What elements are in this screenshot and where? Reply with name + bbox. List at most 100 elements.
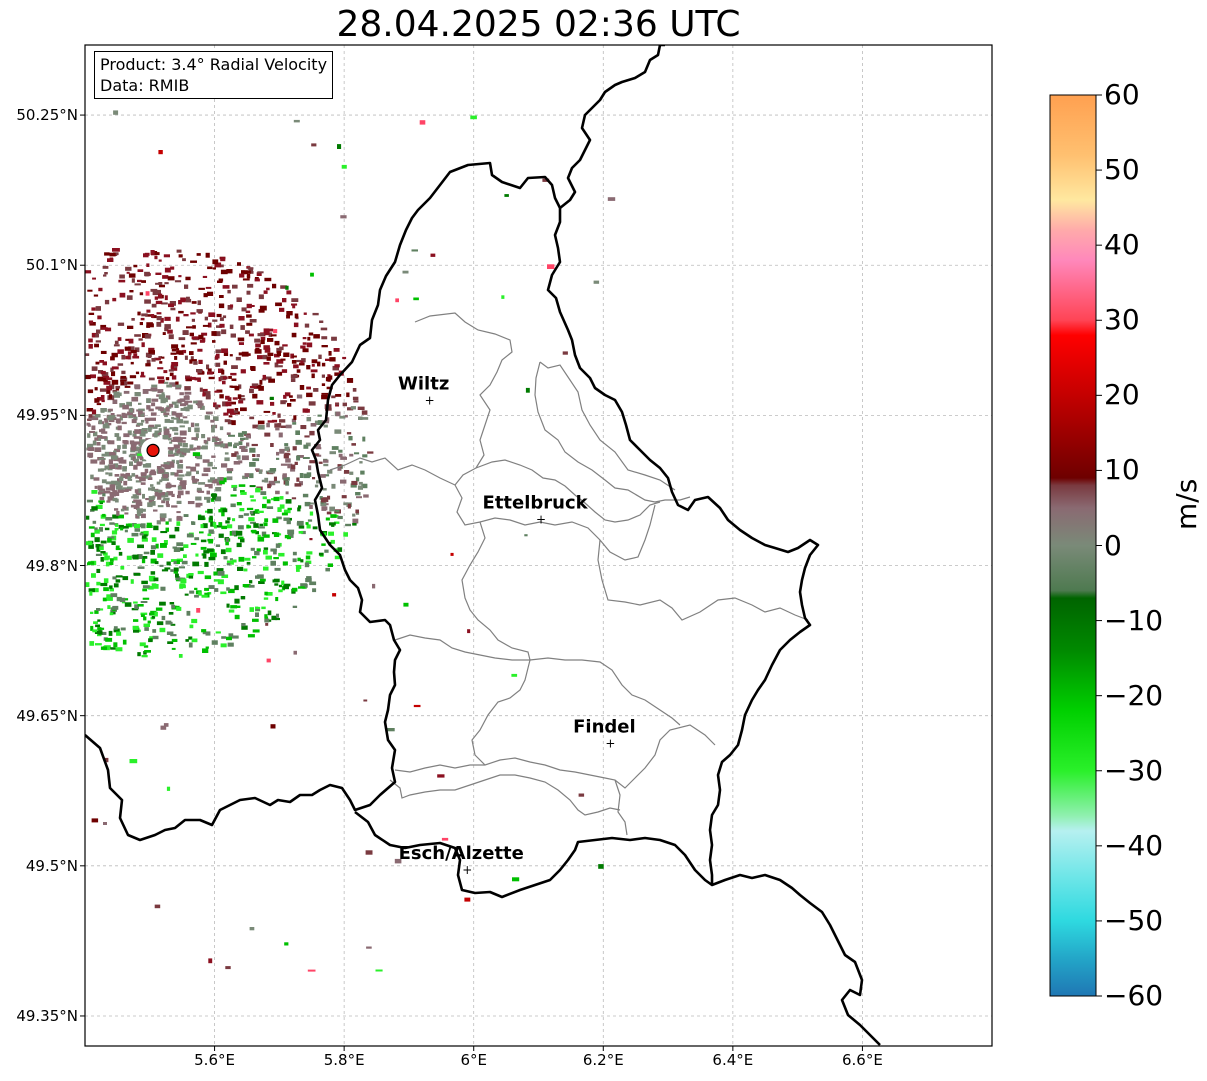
radar-echo-cell: [278, 589, 283, 593]
radar-echo-cell: [275, 427, 280, 431]
radar-echo-cell: [85, 353, 90, 356]
radar-echo-cell: [151, 402, 156, 407]
colorbar-tick-label: −40: [1104, 828, 1164, 862]
radar-echo-cell: [179, 459, 183, 463]
radar-echo-cell: [100, 408, 107, 412]
radar-echo-cell: [110, 455, 118, 460]
radar-echo-cell: [117, 322, 125, 326]
radar-echo-cell: [207, 437, 211, 442]
radar-echo-cell: [216, 525, 222, 528]
radar-echo-cell: [305, 409, 310, 413]
radar-echo-cell: [150, 558, 157, 564]
radar-echo-cell: [88, 417, 93, 420]
radar-echo-cell: [104, 451, 112, 457]
radar-echo-cell: [161, 615, 166, 621]
radar-echo-cell: [170, 352, 177, 355]
radar-echo-cell: [94, 398, 100, 403]
radar-echo-cell: [204, 575, 212, 580]
radar-echo-cell: [183, 395, 190, 400]
radar-echo-cell: [137, 544, 144, 549]
radar-echo-cell: [352, 388, 357, 392]
radar-echo-cell: [230, 605, 238, 609]
radar-echo-cell: [272, 283, 277, 289]
radar-echo-cell: [98, 457, 106, 461]
radar-echo-cell: [190, 260, 197, 263]
radar-echo-cell: [107, 423, 112, 426]
radar-echo-cell: [229, 354, 233, 357]
radar-echo-cell: [176, 449, 182, 454]
radar-echo-cell: [94, 343, 99, 348]
radar-echo-cell: [238, 514, 244, 519]
map-frame: [84, 44, 993, 1047]
radar-echo-cell: [158, 489, 163, 495]
radar-echo-cell: [139, 322, 143, 326]
radar-echo-cell: [263, 547, 269, 550]
radar-echo-cell: [264, 614, 268, 619]
radar-echo-cell: [141, 475, 149, 479]
radar-echo-cell: [175, 573, 179, 578]
radar-echo-cell: [103, 274, 107, 277]
radar-echo-cell: [246, 524, 250, 529]
radar-echo-cell: [163, 370, 168, 374]
radar-echo-cell: [169, 484, 177, 488]
radar-echo-cell: [286, 520, 291, 525]
radar-echo-cell: [234, 385, 240, 391]
radar-echo-cell: [140, 612, 148, 615]
radar-echo-cell: [176, 469, 183, 473]
radar-echo-cell: [362, 436, 366, 442]
radar-echo-cell: [171, 493, 175, 497]
radar-echo-cell: [94, 630, 99, 634]
radar-echo-cell: [297, 507, 301, 512]
radar-echo-cell: [259, 523, 263, 527]
city-label: Findel: [573, 717, 636, 738]
radar-echo-cell: [357, 485, 363, 490]
radar-echo-cell: [208, 585, 215, 589]
radar-echo-cell: [112, 248, 120, 252]
radar-echo-cell: [246, 314, 252, 318]
radar-echo-cell: [89, 591, 93, 596]
radar-echo-cell: [139, 432, 146, 437]
radar-echo-cell: [159, 601, 166, 606]
radar-echo-cell: [231, 410, 238, 414]
radar-echo-cell: [88, 544, 94, 549]
radar-echo-cell: [178, 654, 183, 658]
radar-echo-cell: [221, 348, 228, 353]
radar-echo-cell: [413, 704, 421, 708]
radar-echo-cell: [161, 302, 168, 305]
radar-echo-cell: [133, 441, 141, 445]
radar-echo-cell: [179, 448, 187, 452]
radar-echo-cell: [196, 487, 202, 491]
radar-echo-cell: [98, 419, 103, 425]
radar-echo-cell: [265, 376, 272, 380]
radar-echo-cell: [229, 385, 233, 388]
radar-echo-cell: [154, 424, 161, 427]
radar-echo-cell: [115, 498, 119, 503]
radar-echo-cell: [183, 544, 189, 548]
radar-echo-cell: [166, 433, 172, 437]
radar-echo-cell: [263, 290, 268, 294]
radar-echo-cell: [208, 376, 215, 380]
radar-echo-cell: [294, 461, 298, 465]
radar-echo-cell: [250, 521, 256, 524]
radar-echo-cell: [161, 397, 168, 403]
radar-echo-cell: [351, 480, 358, 485]
radar-echo-cell: [197, 515, 205, 521]
radar-echo-cell: [139, 439, 146, 444]
radar-echo-cell: [441, 837, 449, 841]
radar-echo-cell: [128, 346, 135, 351]
radar-echo-cell: [127, 411, 133, 416]
city-marker: +: [536, 512, 546, 526]
radar-echo-cell: [105, 327, 112, 332]
radar-echo-cell: [201, 594, 208, 598]
radar-echo-cell: [310, 423, 317, 427]
radar-echo-cell: [96, 397, 103, 401]
radar-echo-cell: [88, 414, 93, 420]
radar-echo-cell: [206, 364, 210, 370]
radar-echo-cell: [85, 374, 91, 380]
radar-echo-cell: [257, 355, 263, 360]
radar-echo-cell: [214, 442, 222, 447]
radar-echo-cell: [97, 315, 102, 320]
radar-echo-cell: [349, 471, 354, 475]
radar-echo-cell: [133, 416, 138, 421]
radar-echo-cell: [203, 439, 207, 444]
